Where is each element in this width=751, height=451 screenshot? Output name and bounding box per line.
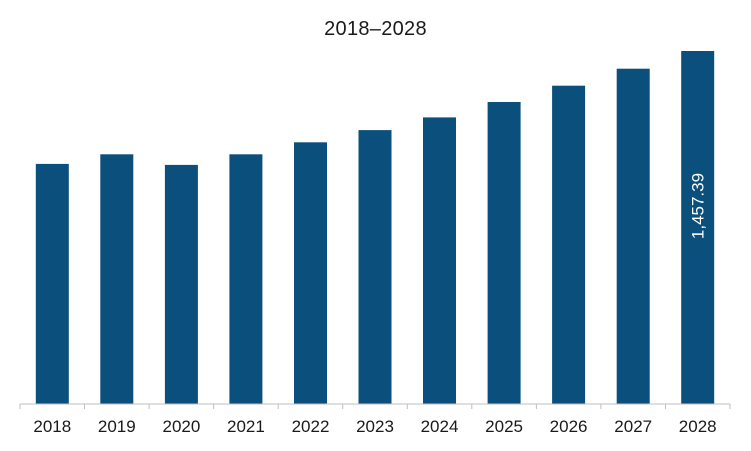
x-tick-label-2022: 2022 [292, 417, 330, 436]
x-tick-label-2020: 2020 [162, 417, 200, 436]
labels-layer: 2018 2019 2020 2021 2022 2023 2024 2025 2026 2027… [33, 173, 716, 436]
chart-title: 2018–2028 [324, 18, 427, 40]
bar-2028 [681, 51, 715, 404]
x-tick-label-2019: 2019 [98, 417, 136, 436]
bar-2026 [552, 85, 586, 404]
bar-2021 [229, 154, 263, 404]
bar-2018 [35, 163, 69, 404]
x-axis [19, 403, 731, 409]
bar-2024 [423, 117, 456, 405]
bar-2027 [616, 68, 650, 404]
bar-2020 [164, 164, 198, 404]
data-label-2028: 1,457.39 [689, 173, 708, 239]
bar-2019 [100, 154, 134, 404]
x-tick-label-2021: 2021 [227, 417, 265, 436]
x-tick-label-2025: 2025 [485, 417, 523, 436]
x-tick-label-2023: 2023 [356, 417, 394, 436]
x-tick-label-2027: 2027 [614, 417, 652, 436]
x-tick-label-2026: 2026 [550, 417, 588, 436]
bar-2022 [294, 142, 327, 405]
bar-2025 [487, 102, 521, 404]
x-tick-label-2028: 2028 [679, 417, 717, 436]
bar-2023 [358, 130, 392, 404]
x-tick-label-2024: 2024 [421, 417, 459, 436]
x-tick-label-2018: 2018 [33, 417, 71, 436]
bars-layer [35, 51, 715, 405]
